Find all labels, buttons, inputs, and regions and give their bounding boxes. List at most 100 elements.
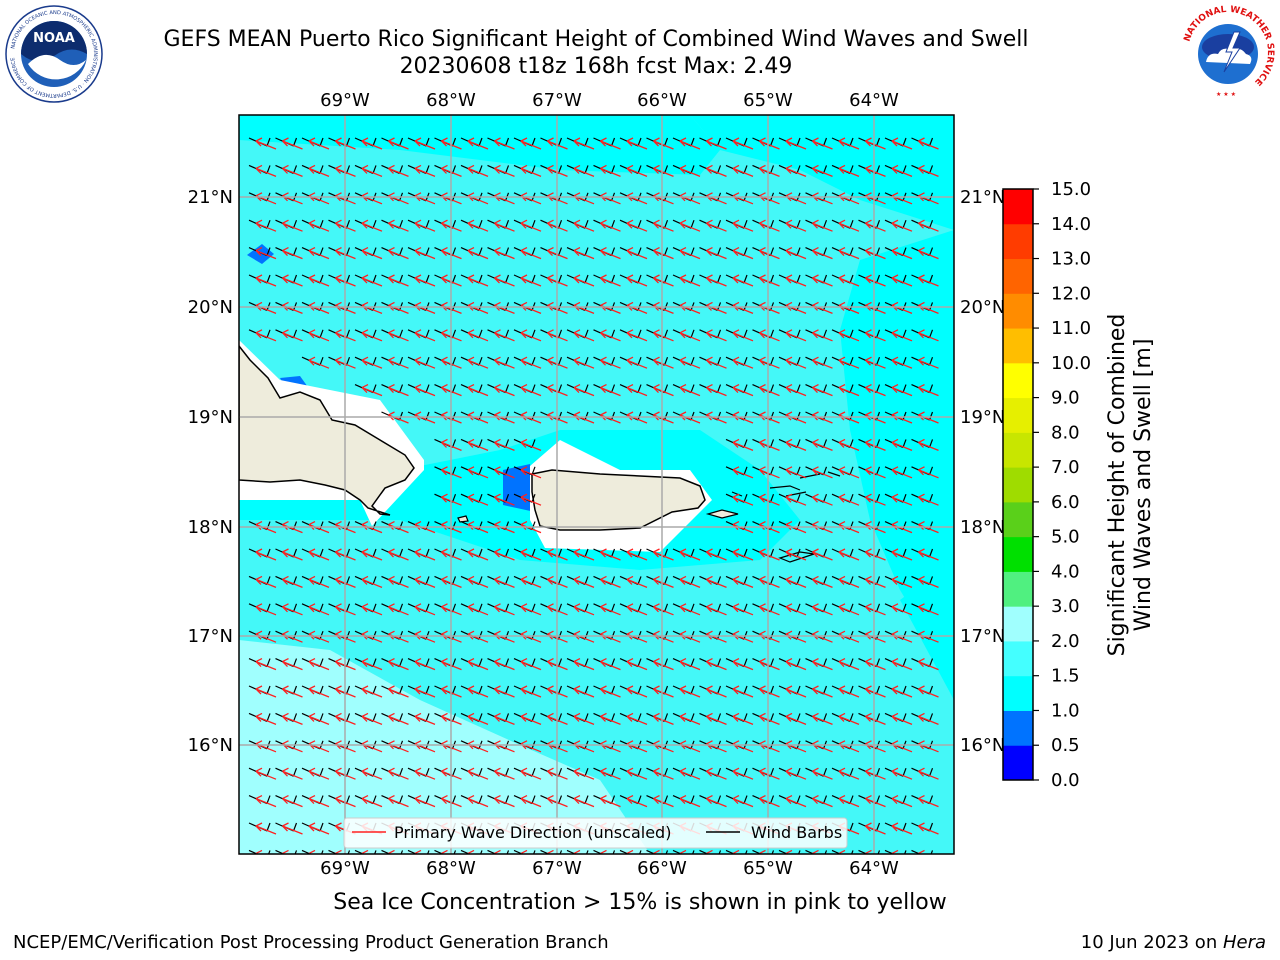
wave-direction-arrow	[653, 685, 674, 698]
lon-label-bottom: 66°W	[637, 858, 687, 879]
wave-direction-arrow	[494, 164, 515, 178]
wave-direction-arrow	[600, 658, 621, 671]
lon-label-top: 65°W	[743, 90, 793, 111]
wave-direction-arrow	[600, 219, 621, 232]
wave-direction-arrow	[573, 603, 595, 616]
wave-direction-arrow	[759, 767, 780, 780]
sea-ice-note: Sea Ice Concentration > 15% is shown in …	[333, 890, 947, 915]
wave-direction-arrow	[573, 384, 595, 397]
wind-barb	[381, 849, 404, 854]
wave-direction-arrow	[732, 356, 754, 369]
wave-direction-arrow	[600, 356, 621, 369]
wave-direction-arrow	[732, 329, 754, 342]
wave-direction-arrow	[573, 712, 595, 726]
wave-direction-arrow	[388, 795, 409, 808]
wave-direction-arrow	[865, 575, 886, 589]
wave-direction-arrow	[785, 274, 807, 287]
wave-direction-arrow	[361, 164, 383, 178]
wind-barb	[858, 849, 881, 854]
wave-direction-arrow	[759, 685, 780, 698]
wave-direction-arrow	[388, 356, 409, 369]
wave-direction-arrow	[838, 685, 860, 698]
wind-barb	[407, 849, 430, 854]
wave-direction-arrow	[467, 658, 489, 671]
wave-direction-arrow	[918, 712, 939, 726]
colorbar-segment	[1003, 536, 1033, 572]
wind-barb	[593, 849, 616, 854]
colorbar: 0.0 0.5 1.0 1.5 2.0 3.0 4.0 5.0 6.0 7.0 8.0 9.0 10.0…	[1002, 179, 1091, 791]
wave-direction-arrow	[706, 137, 727, 150]
wave-direction-arrow	[467, 603, 489, 616]
footer-host: Hera	[1222, 932, 1266, 953]
wave-direction-arrow	[918, 575, 939, 589]
map-frame	[238, 114, 955, 855]
wave-direction-arrow	[626, 685, 648, 698]
wave-direction-arrow	[812, 548, 833, 561]
wave-direction-arrow	[812, 795, 833, 808]
lat-label-right: 18°N	[960, 517, 1005, 538]
wave-direction-arrow	[308, 795, 330, 808]
wave-direction-arrow	[414, 137, 436, 150]
wave-direction-arrow	[308, 685, 330, 698]
noaa-text: NOAA	[33, 31, 75, 46]
wave-direction-arrow	[865, 712, 886, 726]
wave-direction-arrow	[414, 685, 436, 698]
wave-direction-arrow	[626, 795, 648, 808]
wave-direction-arrow	[679, 384, 701, 397]
wave-direction-arrow	[308, 712, 330, 726]
wave-direction-arrow	[494, 247, 515, 260]
wave-direction-arrow	[388, 685, 409, 698]
lon-label-top: 69°W	[320, 90, 370, 111]
wave-direction-arrow	[361, 712, 383, 726]
wave-direction-arrow	[653, 548, 674, 561]
colorbar-label-line1: Significant Height of Combined	[1105, 314, 1130, 657]
wave-direction-arrow	[573, 137, 595, 150]
footer-date: 10 Jun 2023 on Hera	[1081, 932, 1266, 953]
wave-direction-arrow	[573, 849, 581, 854]
wave-direction-arrow	[679, 356, 701, 369]
wave-direction-arrow	[918, 247, 939, 260]
wave-direction-arrow	[865, 658, 886, 671]
wave-direction-arrow	[785, 795, 807, 808]
wave-direction-arrow	[706, 712, 727, 726]
wave-direction-arrow	[255, 164, 277, 178]
wave-direction-arrow	[838, 575, 860, 589]
wave-direction-arrow	[812, 438, 833, 452]
wave-direction-arrow	[891, 466, 913, 479]
wave-direction-arrow	[282, 274, 303, 287]
wave-direction-arrow	[865, 767, 886, 780]
wave-direction-arrow	[573, 575, 595, 589]
wave-direction-arrow	[467, 466, 489, 479]
wave-direction-arrow	[865, 137, 886, 150]
wave-direction-arrow	[653, 575, 674, 589]
wave-direction-arrow	[573, 247, 595, 260]
wind-barb	[540, 849, 563, 854]
wave-direction-arrow	[653, 658, 674, 671]
wave-direction-arrow	[494, 384, 515, 397]
lat-label-right: 17°N	[960, 626, 1005, 647]
wave-direction-arrow	[838, 329, 860, 342]
wave-direction-arrow	[812, 849, 819, 854]
wave-direction-arrow	[626, 137, 648, 150]
wind-barb	[831, 849, 854, 854]
wave-direction-arrow	[918, 356, 939, 369]
wave-direction-arrow	[679, 658, 701, 671]
wind-barb	[460, 849, 483, 854]
wave-direction-arrow	[679, 137, 701, 150]
lat-label-left: 20°N	[188, 297, 233, 318]
wave-direction-arrow	[759, 438, 780, 452]
wave-direction-arrow	[255, 137, 277, 150]
wave-direction-arrow	[255, 219, 277, 232]
wave-direction-arrow	[520, 438, 542, 452]
wave-direction-arrow	[494, 548, 515, 561]
wave-direction-arrow	[785, 466, 807, 479]
wave-direction-arrow	[918, 137, 939, 150]
wave-direction-arrow	[679, 329, 701, 342]
wave-direction-arrow	[865, 822, 886, 835]
wave-direction-arrow	[626, 548, 648, 561]
wave-direction-arrow	[812, 658, 833, 671]
wave-direction-arrow	[441, 849, 448, 854]
colorbar-tick-label: 6.0	[1051, 492, 1080, 513]
wave-direction-arrow	[812, 712, 833, 726]
colorbar-segment	[1003, 606, 1033, 642]
